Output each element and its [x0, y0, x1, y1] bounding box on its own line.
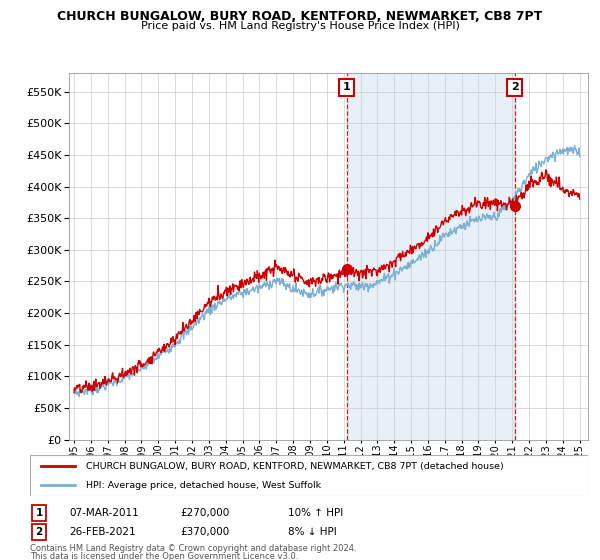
Text: This data is licensed under the Open Government Licence v3.0.: This data is licensed under the Open Gov… [30, 552, 298, 560]
Text: 2: 2 [511, 82, 518, 92]
Text: 07-MAR-2011: 07-MAR-2011 [69, 508, 139, 518]
Text: 8% ↓ HPI: 8% ↓ HPI [288, 527, 337, 537]
Text: Contains HM Land Registry data © Crown copyright and database right 2024.: Contains HM Land Registry data © Crown c… [30, 544, 356, 553]
Text: 26-FEB-2021: 26-FEB-2021 [69, 527, 136, 537]
Text: CHURCH BUNGALOW, BURY ROAD, KENTFORD, NEWMARKET, CB8 7PT: CHURCH BUNGALOW, BURY ROAD, KENTFORD, NE… [58, 10, 542, 23]
Text: £370,000: £370,000 [180, 527, 229, 537]
Text: 1: 1 [35, 508, 43, 518]
Text: £270,000: £270,000 [180, 508, 229, 518]
Text: 10% ↑ HPI: 10% ↑ HPI [288, 508, 343, 518]
Text: 2: 2 [35, 527, 43, 537]
FancyBboxPatch shape [30, 455, 588, 496]
Text: CHURCH BUNGALOW, BURY ROAD, KENTFORD, NEWMARKET, CB8 7PT (detached house): CHURCH BUNGALOW, BURY ROAD, KENTFORD, NE… [86, 461, 503, 470]
Bar [347, 73, 515, 440]
Text: 1: 1 [343, 82, 350, 92]
Text: Price paid vs. HM Land Registry's House Price Index (HPI): Price paid vs. HM Land Registry's House … [140, 21, 460, 31]
Text: HPI: Average price, detached house, West Suffolk: HPI: Average price, detached house, West… [86, 481, 321, 490]
